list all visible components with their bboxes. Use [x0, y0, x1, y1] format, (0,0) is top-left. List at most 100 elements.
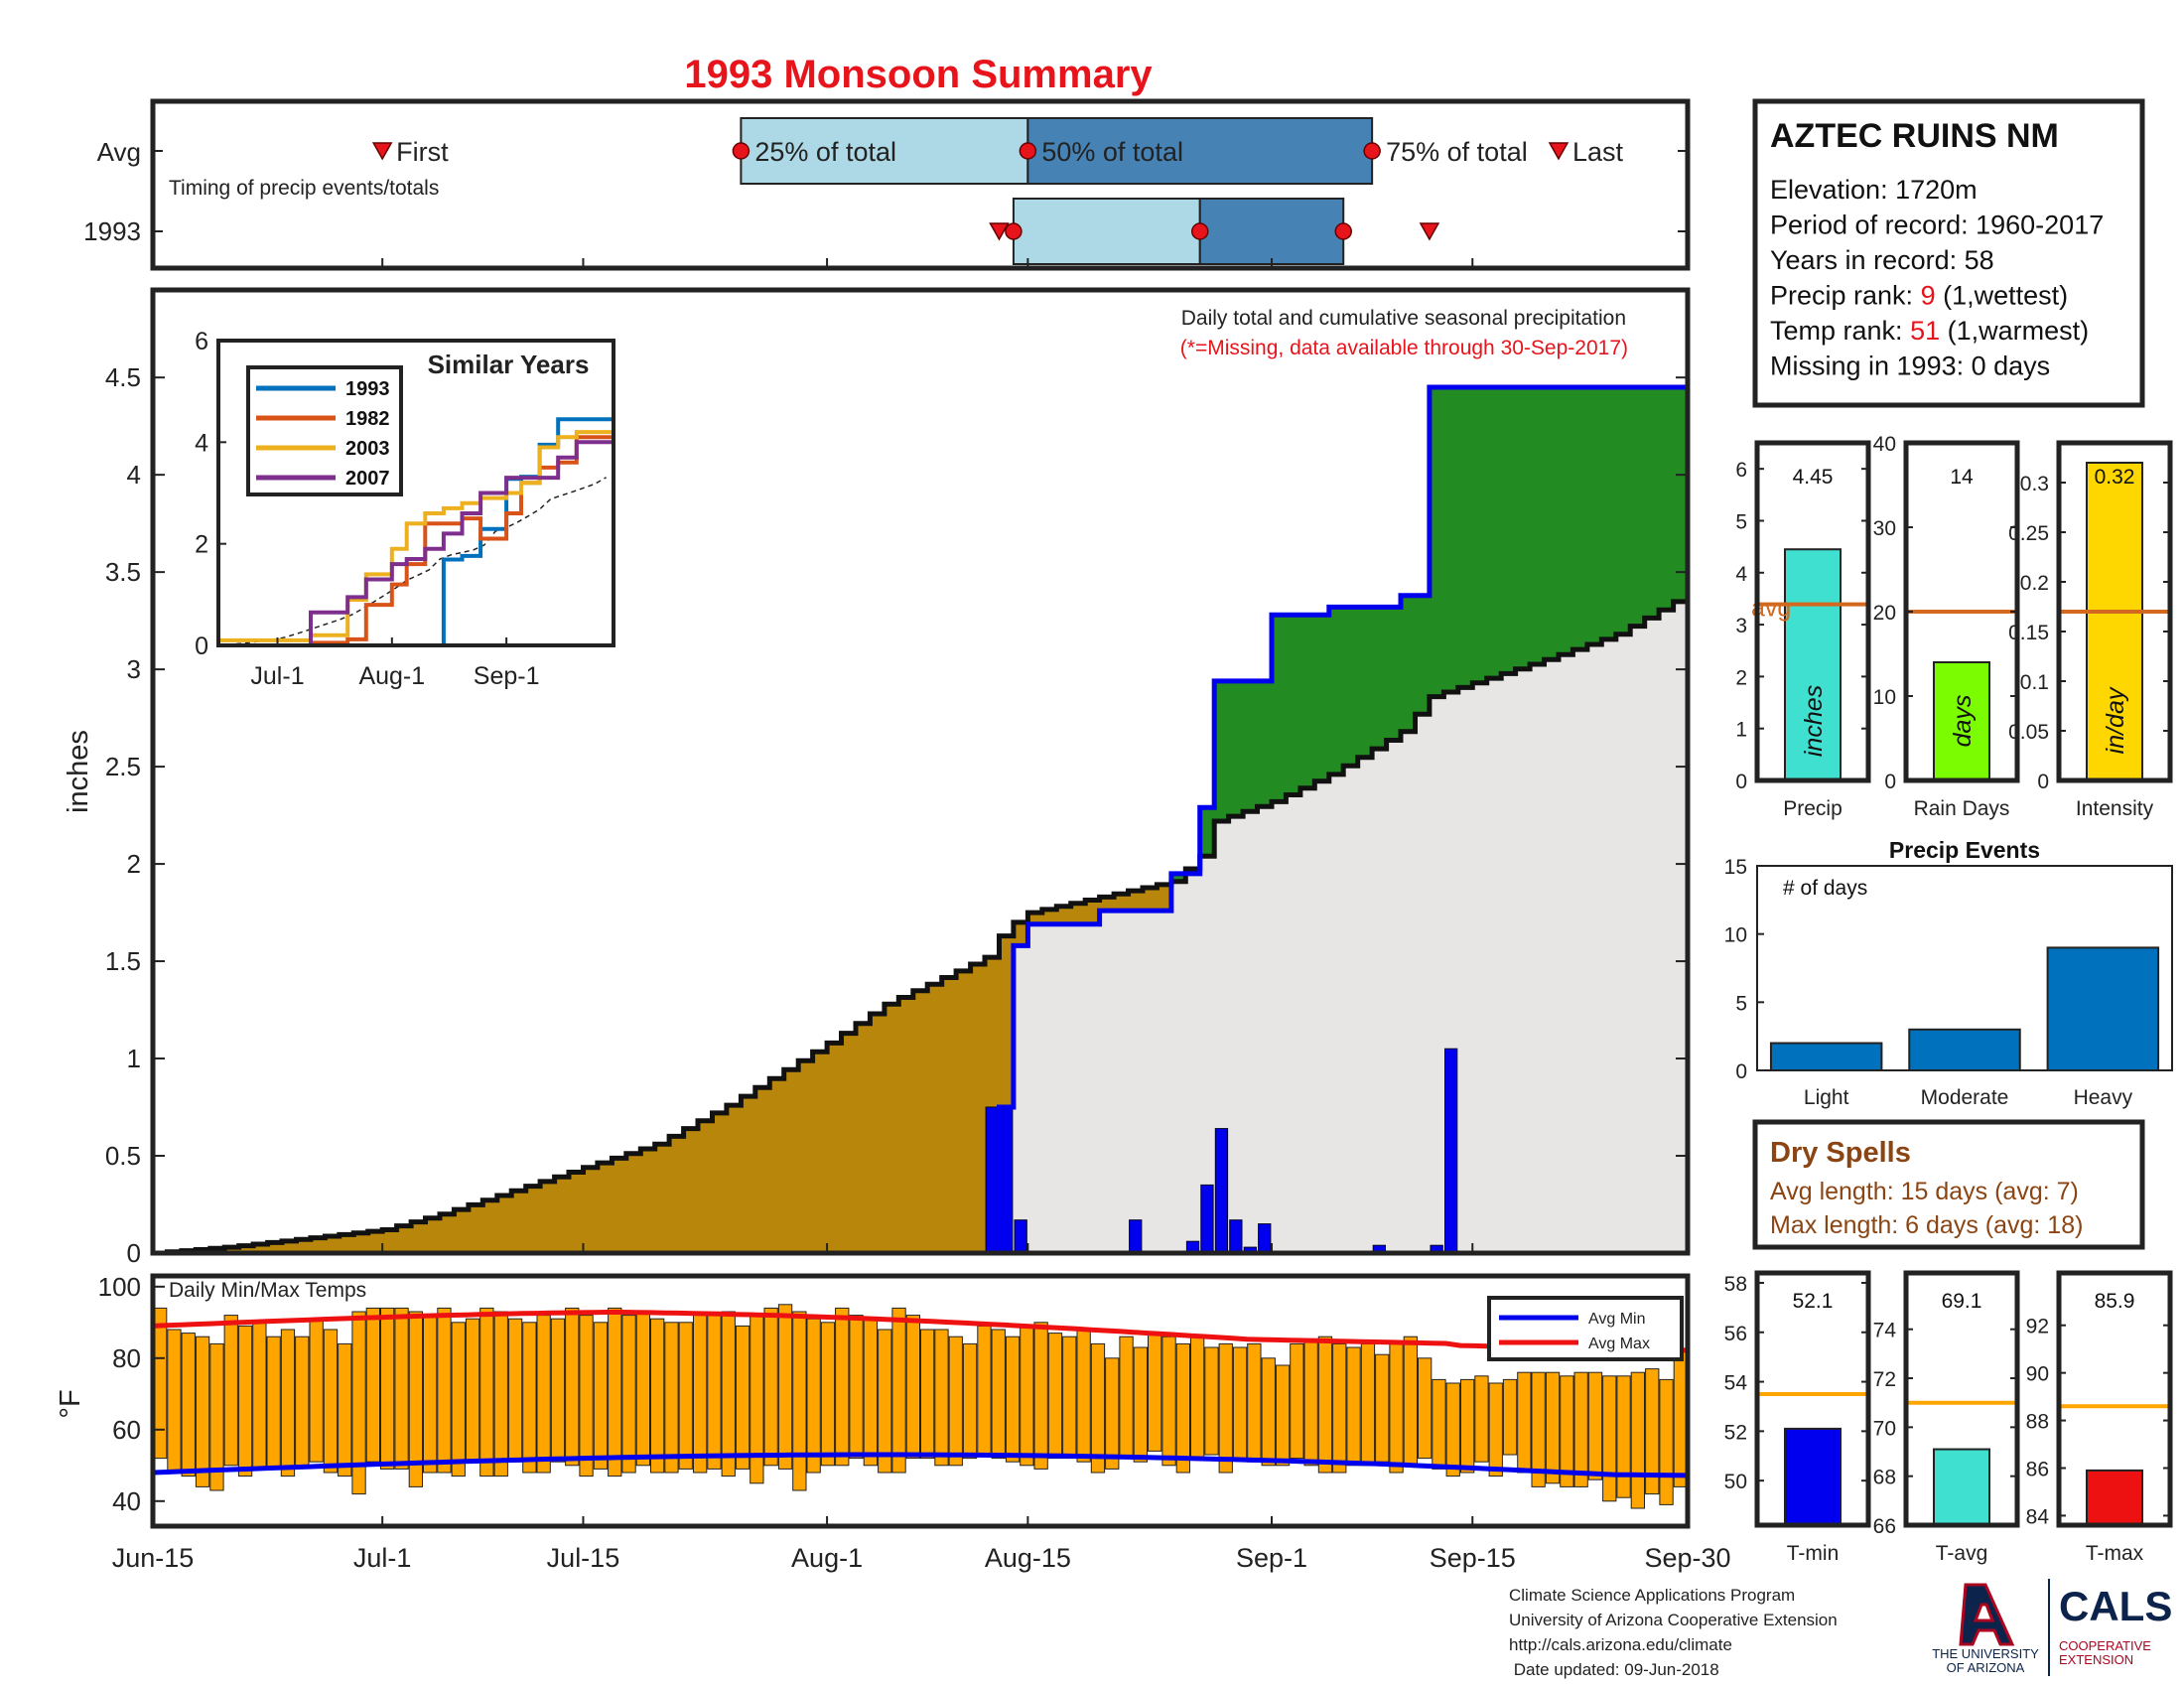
temp-legend-items: Avg Min Avg Max — [1499, 1311, 1650, 1352]
temp-bar-day-70 — [1148, 1333, 1162, 1452]
events-y-tick-label: 15 — [1724, 856, 1747, 879]
station-line-1: Period of record: 1960-2017 — [1770, 211, 2104, 240]
inset-frame — [216, 339, 615, 647]
panel-y-tick-label: 84 — [2026, 1505, 2050, 1528]
events-y-tick-label: 10 — [1724, 924, 1747, 947]
temp-bar-day-16 — [380, 1307, 395, 1470]
panel-frame — [2056, 1270, 2173, 1528]
temp-bar-day-102 — [1602, 1375, 1617, 1502]
logo-coop-line-2: EXTENSION — [2059, 1652, 2133, 1667]
temp-y-tick-label: 40 — [112, 1486, 141, 1516]
panel-y-tick-label: 52 — [1724, 1421, 1747, 1444]
station-line-4: Temp rank: 51 (1,warmest) — [1770, 316, 2089, 346]
station-info-frame — [1752, 98, 2145, 408]
temp-bar-day-75 — [1218, 1342, 1233, 1474]
main-y-tick-label: 3 — [127, 654, 141, 684]
main-y-tick-label: 1.5 — [105, 946, 141, 976]
events-x-label: Moderate — [1921, 1086, 2009, 1109]
temp-bar-day-4 — [209, 1342, 224, 1491]
temp-bar-day-36 — [664, 1322, 679, 1474]
timing-row-avg-label: Avg — [97, 137, 141, 167]
daily-precip-bar-Aug-28 — [1214, 1128, 1229, 1254]
panel-frame — [1903, 1270, 2020, 1528]
panel-x-label: T-min — [1787, 1542, 1840, 1565]
avg-box-25-50 — [740, 117, 1029, 185]
temp-bar-day-25 — [507, 1318, 523, 1463]
temp-bar-day-38 — [693, 1311, 708, 1474]
station-line-5: Missing in 1993: 0 days — [1770, 352, 2050, 381]
panel-value-label: 69.1 — [1942, 1290, 1982, 1313]
panel-t-avg: 69.1 66 68 70 72 74 T-avg — [1873, 1270, 2020, 1565]
panel-value-label: 85.9 — [2095, 1290, 2135, 1313]
temp-bar-day-39 — [707, 1315, 722, 1470]
panel-y-tick-label: 0.1 — [2020, 671, 2049, 694]
temp-bar-day-67 — [1105, 1357, 1120, 1470]
year-box-25-50 — [1012, 198, 1201, 265]
temp-bar-day-49 — [849, 1315, 864, 1460]
panel-y-tick-label: 10 — [1873, 686, 1896, 709]
temp-bar-day-93 — [1474, 1375, 1489, 1463]
panel-y-tick-label: 3 — [1735, 615, 1747, 637]
temp-bar-day-87 — [1389, 1342, 1404, 1474]
temp-bar-day-46 — [806, 1318, 821, 1474]
panel-x-label: Rain Days — [1914, 797, 2010, 820]
main-y-tick-label: 4.5 — [105, 362, 141, 392]
panel-rain-days: 14 0 10 20 30 40 days Rain Days — [1873, 433, 2020, 820]
temp-bar-day-5 — [223, 1315, 238, 1467]
panel-bar-unit-text: days — [1949, 695, 1977, 748]
temp-bar-day-63 — [1047, 1333, 1063, 1460]
surplus-area — [1170, 387, 1688, 882]
year-p50-marker — [1190, 222, 1209, 240]
panel-y-tick-label: 88 — [2026, 1411, 2049, 1434]
temp-bar-day-1 — [167, 1329, 182, 1474]
temp-bar-day-78 — [1261, 1357, 1276, 1467]
temp-bar-day-43 — [763, 1307, 778, 1467]
main-note-missing: (*=Missing, data available through 30-Se… — [1180, 337, 1628, 359]
timing-row-year-label: 1993 — [83, 216, 141, 246]
events-title: Precip Events — [1889, 837, 2040, 863]
year-first-marker — [989, 222, 1010, 241]
temp-bar-day-103 — [1616, 1375, 1631, 1498]
temp-bar-day-18 — [408, 1311, 424, 1487]
temp-bar-day-77 — [1247, 1342, 1262, 1463]
temp-bar-day-40 — [721, 1311, 736, 1477]
temp-bar-day-74 — [1204, 1346, 1219, 1456]
main-note: Daily total and cumulative seasonal prec… — [1181, 307, 1626, 330]
events-bar-light — [1769, 1042, 1883, 1071]
temp-bar-day-27 — [536, 1315, 551, 1474]
timing-p75-label: 75% of total — [1386, 137, 1528, 167]
dry-spells-panel: Dry Spells Avg length: 15 days (avg: 7) … — [1752, 1119, 2145, 1250]
main-y-tick-label: 1 — [127, 1044, 141, 1073]
panel-y-tick-label: 92 — [2026, 1316, 2049, 1338]
panel-y-tick-label: 58 — [1724, 1273, 1747, 1296]
temp-bar-day-64 — [1062, 1336, 1077, 1460]
temp-bar-day-81 — [1303, 1339, 1318, 1467]
temp-bar-day-23 — [479, 1307, 494, 1477]
events-x-label: Heavy — [2074, 1086, 2133, 1109]
year-last-marker — [1419, 222, 1440, 241]
inset-legend-label-2003: 2003 — [345, 438, 390, 460]
panel-y-tick-label: 90 — [2026, 1363, 2049, 1386]
inset-x-tick-label: Aug-1 — [358, 662, 425, 690]
panel-bar-unit-text: in/day — [2102, 686, 2129, 754]
panel-y-tick-label: 0.15 — [2008, 622, 2049, 644]
panel-frame — [1754, 440, 1871, 783]
main-y-tick-label: 2 — [127, 849, 141, 879]
panel-y-tick-label: 2 — [1735, 666, 1747, 689]
dry-spells-max-length: Max length: 6 days (avg: 18) — [1770, 1211, 2083, 1239]
year-cumulative-line — [997, 384, 1688, 1253]
panel-y-tick-label: 0.05 — [2008, 721, 2049, 744]
temp-bar-day-41 — [735, 1325, 751, 1470]
deficit-area — [167, 869, 1200, 1253]
panel-bar — [1784, 548, 1842, 781]
temp-bar-day-14 — [351, 1311, 366, 1495]
panel-y-tick-label: 5 — [1735, 510, 1747, 533]
temp-bar-day-32 — [608, 1307, 622, 1477]
panel-y-tick-label: 0 — [2037, 771, 2049, 793]
temp-bar-day-33 — [621, 1315, 636, 1474]
panel-t-min: 52.1 50 52 54 56 58 T-min — [1724, 1270, 1871, 1565]
temp-bar-day-6 — [237, 1325, 253, 1477]
temp-bar-day-51 — [878, 1329, 892, 1474]
panel-y-tick-label: 20 — [1873, 602, 1896, 625]
avg-first-marker — [371, 142, 393, 161]
